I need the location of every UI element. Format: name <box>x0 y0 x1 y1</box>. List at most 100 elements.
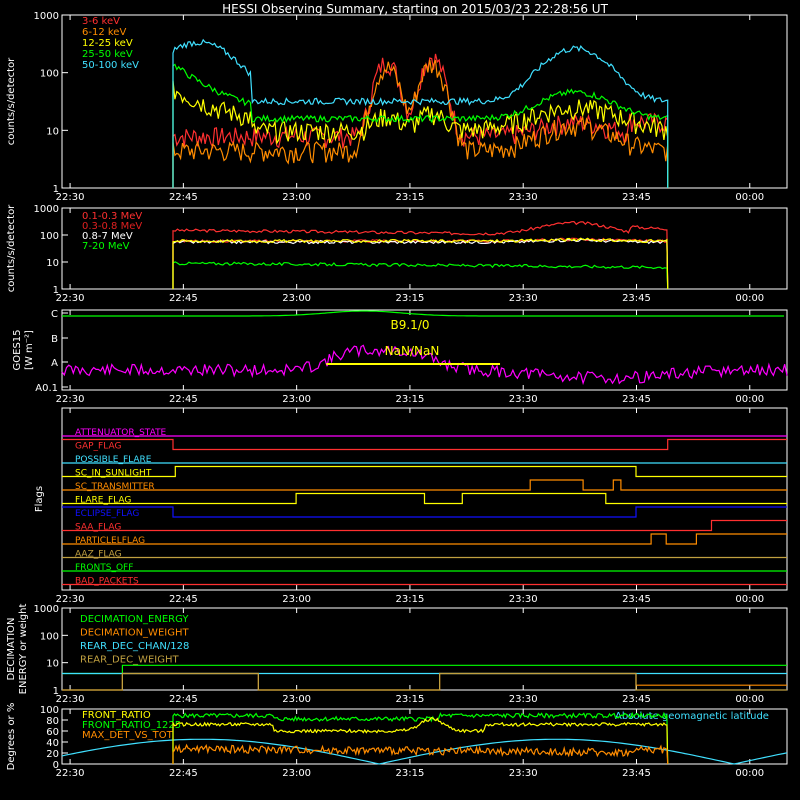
x-tick-label: 22:30 <box>56 694 85 705</box>
y-tick-label: C <box>51 309 58 320</box>
flag-trace <box>62 533 787 545</box>
flag-label: ATTENUATOR_STATE <box>75 428 167 438</box>
x-tick-label: 23:15 <box>396 594 425 605</box>
y-tick-label: 1000 <box>34 204 59 215</box>
y-tick-label: 10 <box>46 659 59 670</box>
x-tick-label: 22:30 <box>56 768 85 779</box>
x-tick-label: 23:00 <box>282 768 311 779</box>
x-tick-label: 23:15 <box>396 293 425 304</box>
legend-entry: REAR_DEC_WEIGHT <box>80 655 179 666</box>
y-tick-label: A <box>51 358 58 369</box>
panel-frame <box>61 309 788 391</box>
legend-entry: 12-25 keV <box>82 38 133 49</box>
x-tick-label: 22:30 <box>56 192 85 203</box>
x-tick-label: 23:15 <box>396 694 425 705</box>
y-axis-unit: [W m⁻²] <box>24 330 35 370</box>
panel-frame <box>61 708 788 765</box>
y-tick-label: 40 <box>46 738 59 749</box>
series-orange <box>172 743 669 765</box>
x-tick-label: 23:00 <box>282 594 311 605</box>
y-axis-label: ENERGY or weight <box>18 604 29 695</box>
x-tick-label: 00:00 <box>735 694 764 705</box>
y-tick-label: 1000 <box>34 11 59 22</box>
series-green <box>172 63 669 188</box>
y-tick-label: 20 <box>46 749 59 760</box>
x-tick-label: 23:15 <box>396 192 425 203</box>
y-axis-label: Flags <box>34 486 45 512</box>
y-tick-label: 0 <box>53 760 59 771</box>
legend-entry: FRONT_RATIO <box>82 710 151 721</box>
x-tick-label: 22:45 <box>169 768 198 779</box>
x-tick-label: 23:45 <box>622 192 651 203</box>
legend-entry: 50-100 keV <box>82 60 139 71</box>
flag-trace <box>62 492 787 505</box>
series-goes-short <box>61 344 788 386</box>
series-yellow <box>172 80 669 188</box>
x-tick-label: 00:00 <box>735 594 764 605</box>
flag-label: PARTICLELFLAG <box>75 536 145 546</box>
legend-entry: DECIMATION_ENERGY <box>80 614 189 625</box>
x-tick-label: 23:30 <box>509 694 538 705</box>
series-cyan <box>172 38 669 188</box>
x-tick-label: 00:00 <box>735 293 764 304</box>
x-tick-label: 23:30 <box>509 293 538 304</box>
panel-1: 22:30 22:45 23:00 23:15 23:30 23:45 00:00 1 10 10… <box>6 11 788 203</box>
y-tick-label: 100 <box>40 705 59 716</box>
y-axis-label: DECIMATION <box>6 617 17 680</box>
panel-frame <box>61 14 788 189</box>
x-tick-label: 23:45 <box>622 293 651 304</box>
flag-label: SC_IN_SUNLIGHT <box>75 469 152 479</box>
y-tick-label: 80 <box>46 716 59 727</box>
series-tan <box>62 672 787 691</box>
legend-entry: 0.1-0.3 MeV <box>82 211 142 222</box>
flag-label: SAA_FLAG <box>75 523 121 533</box>
series-red <box>172 53 669 188</box>
flag-label: BAD_PACKETS <box>75 577 139 587</box>
series-yellow <box>172 237 669 290</box>
x-tick-label: 23:15 <box>396 394 425 405</box>
y-tick-label: B <box>51 334 58 345</box>
panel-frame <box>61 407 788 591</box>
flag-label: SC_TRANSMITTER <box>75 482 155 492</box>
flag-label: AAZ_FLAG <box>75 550 122 560</box>
x-tick-label: 00:00 <box>735 768 764 779</box>
series-orange <box>172 59 669 188</box>
flag-trace <box>62 519 787 532</box>
legend-entry: REAR_DEC_CHAN/128 <box>80 641 189 652</box>
y-tick-label: 10 <box>46 126 59 137</box>
series-red <box>172 220 669 290</box>
series-green <box>172 711 669 765</box>
y-tick-label: 1 <box>53 686 59 697</box>
legend-entry: DECIMATION_WEIGHT <box>80 628 189 639</box>
x-tick-label: 23:15 <box>396 768 425 779</box>
y-axis-label: GOES15 <box>12 329 23 370</box>
legend-entry: 0.3-0.8 MeV <box>82 221 142 232</box>
x-tick-label: 23:00 <box>282 293 311 304</box>
series-green <box>172 261 669 290</box>
y-axis-label: counts/s/detector <box>6 57 17 145</box>
x-tick-label: 23:00 <box>282 694 311 705</box>
y-tick-label: A0.1 <box>35 383 58 394</box>
series-geomag <box>61 738 788 765</box>
flag-trace <box>62 479 787 491</box>
x-tick-label: 23:00 <box>282 394 311 405</box>
panel-4: 22:30 22:45 23:00 23:15 23:30 23:45 00:00 Flags… <box>34 407 788 605</box>
x-tick-label: 23:45 <box>622 768 651 779</box>
panel-2: 22:30 22:45 23:00 23:15 23:30 23:45 00:00 1 10 10… <box>6 204 788 304</box>
y-tick-label: 60 <box>46 727 59 738</box>
legend-entry: MAX_DET_VS_TOT <box>82 730 174 741</box>
panel-5: 22:30 22:45 23:00 23:15 23:30 23:45 00:00 1 10 10… <box>6 604 788 705</box>
x-tick-label: 23:45 <box>622 394 651 405</box>
x-tick-label: 23:45 <box>622 594 651 605</box>
flag-label: FLARE_FLAG <box>75 496 131 506</box>
goes-annotation: NaN/NaN <box>385 344 440 358</box>
y-tick-label: 1000 <box>34 604 59 615</box>
x-tick-label: 23:30 <box>509 594 538 605</box>
flag-label: GAP_FLAG <box>75 442 121 452</box>
y-axis-label: counts/s/detector <box>6 204 17 292</box>
goes-annotation: B9.1/0 <box>391 318 430 332</box>
x-tick-label: 22:45 <box>169 594 198 605</box>
x-tick-label: 22:45 <box>169 192 198 203</box>
chart-title: HESSI Observing Summary, starting on 201… <box>222 2 608 16</box>
flag-trace <box>62 438 787 451</box>
